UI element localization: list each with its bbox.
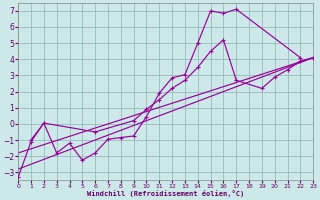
X-axis label: Windchill (Refroidissement éolien,°C): Windchill (Refroidissement éolien,°C) — [87, 190, 244, 197]
